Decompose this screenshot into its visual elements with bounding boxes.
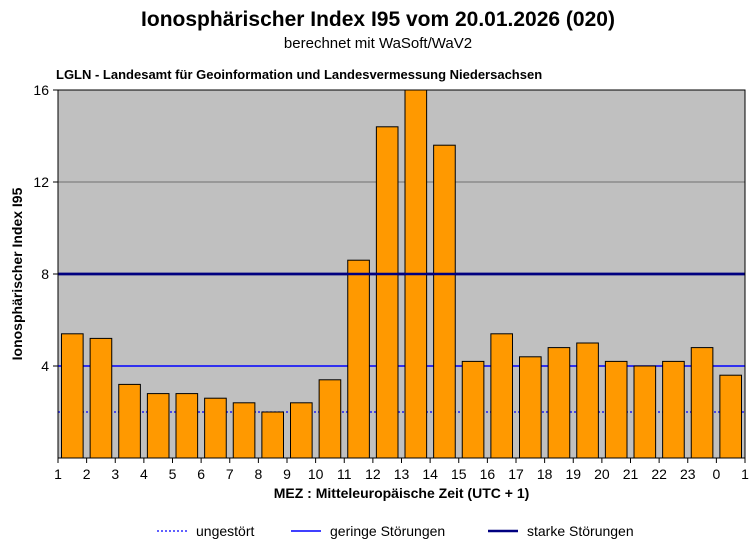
x-tick-label: 15 xyxy=(451,466,467,482)
x-tick-label: 22 xyxy=(651,466,667,482)
bar xyxy=(633,365,657,459)
y-tick-label: 12 xyxy=(33,174,49,190)
bar xyxy=(146,393,170,459)
x-tick-label: 11 xyxy=(337,466,352,482)
x-tick-label: 8 xyxy=(254,466,262,482)
x-tick-label: 2 xyxy=(83,466,91,482)
x-tick-label: 18 xyxy=(537,466,553,482)
x-tick-label: 17 xyxy=(508,466,524,482)
bar xyxy=(204,397,227,459)
chart-source: LGLN - Landesamt für Geoinformation und … xyxy=(56,67,543,82)
bar xyxy=(175,393,199,459)
x-tick-label: 10 xyxy=(308,466,324,482)
x-tick-label: 4 xyxy=(140,466,148,482)
x-tick-label: 1 xyxy=(54,466,62,482)
y-axis-label: Ionosphärischer Index I95 xyxy=(9,187,25,360)
x-tick-label: 7 xyxy=(226,466,234,482)
bar xyxy=(433,144,456,459)
x-tick-label: 5 xyxy=(169,466,177,482)
bar xyxy=(232,402,256,459)
x-tick-label: 6 xyxy=(197,466,205,482)
x-tick-label: 0 xyxy=(712,466,720,482)
bar xyxy=(375,126,399,459)
bar xyxy=(662,360,685,459)
chart-title: Ionosphärischer Index I95 vom 20.01.2026… xyxy=(141,8,615,31)
x-tick-label: 1 xyxy=(741,466,749,482)
bar xyxy=(461,360,485,459)
legend-label: starke Störungen xyxy=(527,523,634,539)
bar xyxy=(490,333,513,459)
legend-label: ungestört xyxy=(196,523,254,539)
bar xyxy=(347,259,370,459)
x-tick-label: 21 xyxy=(623,466,639,482)
y-tick-label: 8 xyxy=(41,266,49,282)
x-tick-label: 23 xyxy=(680,466,696,482)
legend-label: geringe Störungen xyxy=(330,523,445,539)
bar xyxy=(290,402,313,459)
bar xyxy=(318,379,342,459)
x-tick-label: 3 xyxy=(111,466,119,482)
bar xyxy=(118,383,141,459)
x-tick-label: 13 xyxy=(394,466,410,482)
x-tick-label: 9 xyxy=(283,466,291,482)
bar xyxy=(576,342,599,459)
bar xyxy=(719,374,742,459)
bar xyxy=(547,347,571,459)
bar xyxy=(89,337,113,459)
x-axis-label: MEZ : Mitteleuropäische Zeit (UTC + 1) xyxy=(274,485,530,501)
y-tick-label: 4 xyxy=(41,358,49,374)
x-tick-label: 16 xyxy=(480,466,496,482)
bar xyxy=(61,333,84,459)
x-tick-label: 20 xyxy=(594,466,610,482)
x-tick-label: 14 xyxy=(422,466,438,482)
bar xyxy=(519,356,542,459)
bar xyxy=(690,347,714,459)
bar xyxy=(604,360,628,459)
x-tick-label: 12 xyxy=(365,466,381,482)
x-tick-label: 19 xyxy=(565,466,581,482)
y-tick-label: 16 xyxy=(33,82,49,98)
bar xyxy=(261,411,284,459)
chart-subtitle: berechnet mit WaSoft/WaV2 xyxy=(283,35,473,52)
